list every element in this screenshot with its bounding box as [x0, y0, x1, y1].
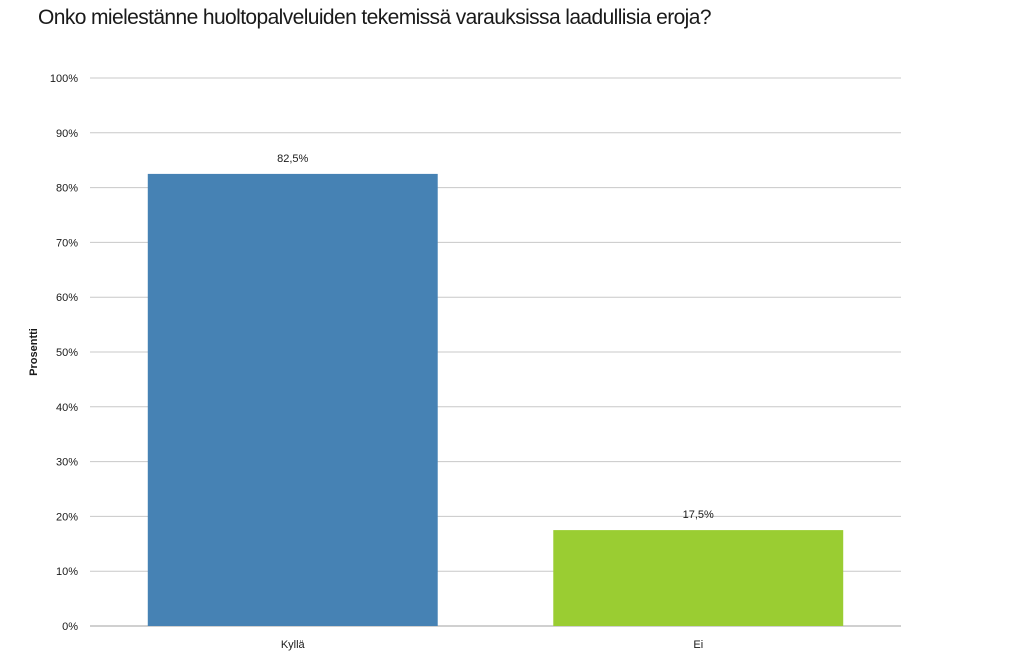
y-axis-label: Prosentti [28, 328, 40, 376]
y-tick-label: 60% [56, 292, 78, 304]
bar-1 [147, 173, 438, 626]
x-axis-ticks: Kyllä Ei [281, 639, 703, 651]
data-label-1: 82,5% [277, 153, 308, 165]
y-tick-label: 30% [56, 457, 78, 469]
y-tick-label: 90% [56, 128, 78, 140]
bars [147, 173, 844, 626]
x-tick-label: Kyllä [281, 639, 306, 651]
y-axis-ticks: 0% 10% 20% 30% 40% 50% 60% 70% 80% 90% 100% [50, 73, 78, 633]
y-tick-label: 100% [50, 73, 78, 85]
data-labels: 82,5% 17,5% [277, 153, 714, 521]
y-tick-label: 40% [56, 402, 78, 414]
y-tick-label: 20% [56, 511, 78, 523]
x-tick-label: Ei [693, 639, 703, 651]
y-tick-label: 0% [62, 621, 78, 633]
y-tick-label: 10% [56, 566, 78, 578]
y-tick-label: 80% [56, 183, 78, 195]
y-tick-label: 50% [56, 347, 78, 359]
y-tick-label: 70% [56, 237, 78, 249]
data-label-2: 17,5% [683, 509, 714, 521]
bar-2 [553, 530, 844, 626]
chart-title: Onko mielestänne huoltopalveluiden tekem… [38, 6, 712, 29]
